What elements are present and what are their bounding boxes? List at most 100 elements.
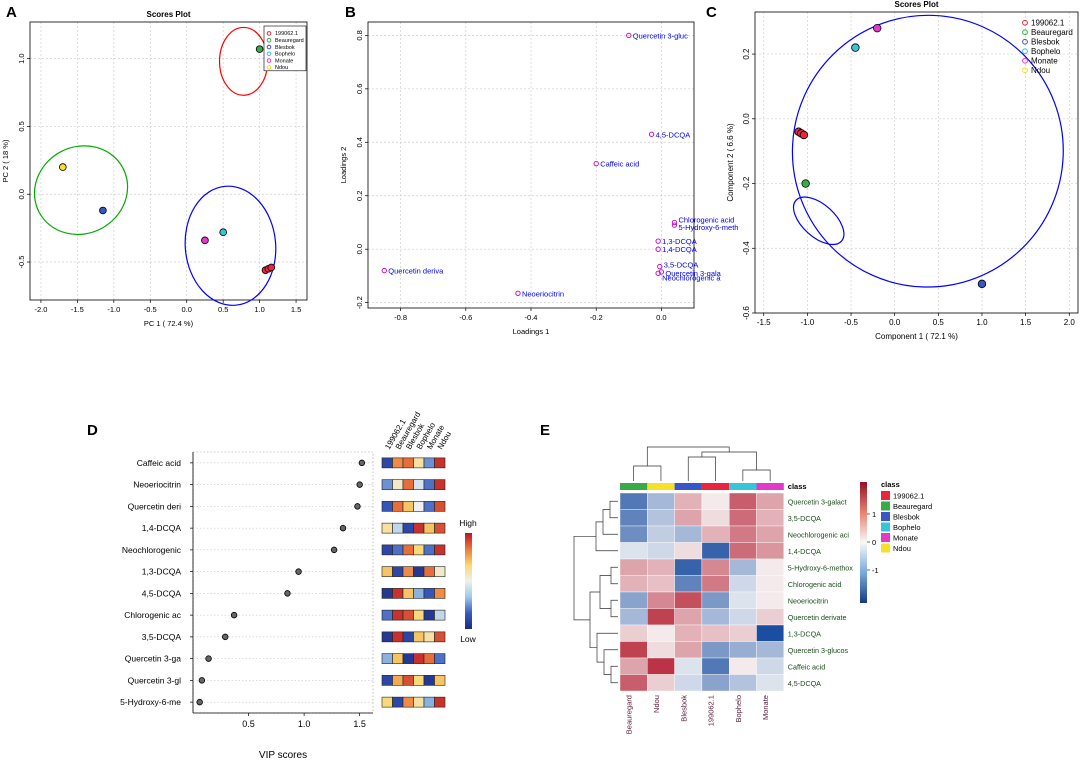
panel-e-column-label: 199062.1 [707,695,716,726]
panel-e-heat-cell [647,624,675,642]
panel-e-heat-cell [619,492,648,510]
panel-e-heat-cell [619,558,648,576]
panel-d-vip-dot [356,481,363,488]
panel-a-legend-marker [266,44,272,50]
panel-a-point [99,206,107,215]
panel-c-y-axis-label: Component 2 ( 6.6 %) [726,123,735,202]
panel-b-loading-label: 5-Hydroxy-6-meth [678,223,738,232]
panel-a-confidence-ellipse [218,26,269,96]
panel-d-heat-tile [402,675,414,686]
panel-c-legend-label: Bophelo [1031,47,1061,56]
panel-d-heat-tile [392,522,404,534]
panel-d-heat-tile [434,653,446,664]
panel-e-legend-swatch [881,522,890,532]
panel-e-heat-cell [729,674,757,692]
panel-e-legend-label: 199062.1 [893,492,924,501]
panel-e-heat-cell [729,657,757,675]
panel-a-legend-marker [266,31,272,36]
panel-d-heat-tile [434,588,446,599]
panel-a-legend-marker [266,65,272,70]
panel-e-row-dendrogram [610,566,618,585]
panel-b-loading-label: 1,3-DCQA [662,237,697,246]
panel-a-ytick-label: 1.0 [17,53,26,63]
panel-b-xtick-label: -0.2 [590,313,603,322]
panel-d-heat-tile [381,501,393,512]
panel-e-colorbar-tick-label: 1 [872,510,876,519]
panel-c-legend-label: Monate [1031,56,1058,65]
panel-b-plot: -0.8 -0.6 -0.4 -0.2 0.0 -0.2 0.0 0.2 0.4 0.6 0.8 Lo… [339,21,738,336]
panel-e-heat-cell [701,608,730,626]
panel-c-frame [754,11,1079,314]
panel-e-class-cell [620,483,648,490]
panel-e-heat-cell [619,608,648,626]
panel-e-heat-cell [674,575,703,593]
panel-d-heat-tile [423,522,435,534]
panel-b-loading-label: 1,4-DCQA [662,245,697,254]
panel-e-legend-swatch [881,533,890,542]
panel-e-heat-cell [729,542,757,560]
panel-e-legend-swatch [881,491,890,500]
panel-d-heat-tile [402,631,414,643]
panel-d-x-axis-label: VIP scores [259,750,307,761]
panel-d-feature-label: Neoeriocitrin [133,480,181,490]
panel-d-feature-label: 1,4-DCQA [142,523,182,533]
panel-c-legend-label: Beauregard [1031,28,1073,37]
panel-e-heat-cell [756,674,784,692]
panel-d-heat-tile [381,522,393,534]
panel-d-heat-tile [392,675,404,686]
panel-e-heat-cell [647,575,675,593]
panel-e-heat-cell [701,641,730,659]
panel-e-legend-label: Blesbok [893,513,920,522]
panel-e-legend-swatch [881,543,890,553]
panel-b-loading-label: Quercetin 3-gala [665,269,721,278]
panel-a-plot: Scores Plot -2.0 -1.5 -1.0 -0.5 0.0 0.5 1.0 1.5 -… [1,10,308,328]
panel-d-colorbar-low-label: Low [460,634,476,644]
panel-e-heat-cell [619,525,648,543]
panel-d-heat-tile [381,566,393,577]
panel-c-ytick-label: 0.0 [742,113,751,125]
panel-e-row-dendrogram [595,521,618,552]
panel-e-heat-cell [647,542,675,560]
panel-e-row-dendrogram [589,591,600,649]
panel-c-plot: Scores Plot -1.5 -1.0 -0.5 0.0 0.5 1.0 1.5 2.0 -0… [726,0,1079,341]
panel-e-heat-cell [674,558,703,576]
panel-e-row-label: 1,3-DCQA [788,629,821,638]
panel-a-xtick-label: 1.5 [291,305,301,314]
panel-d-heat-tile [402,696,414,708]
panel-d-heat-tile [413,479,425,490]
panel-d-feature-label: 1,3-DCQA [142,567,182,577]
panel-d-heat-tile [413,566,425,577]
panel-d-feature-label: Quercetin 3-ga [125,654,181,664]
panel-a-point [219,228,227,236]
panel-e-heat-cell [674,542,703,560]
panel-e-heat-cell [674,591,703,609]
panel-d-vip-dot [354,503,361,510]
panel-e-heat-cell [619,575,648,593]
panel-c-xtick-label: -1.0 [800,318,814,327]
panel-d-heat-tile [402,501,414,512]
panel-label-b: B [345,4,356,21]
panel-d-feature-label: Quercetin deri [128,501,181,511]
panel-b-loading-point [626,32,632,39]
panel-d-heat-tile [392,566,404,577]
panel-a-point [59,163,67,171]
panel-c-ytick-label: 0.2 [742,48,751,60]
panel-e-legend-swatch [881,512,890,521]
panel-e-row-label: Quercetin derivate [788,613,847,622]
panel-b-loading-point [657,263,663,270]
panel-b-x-axis-label: Loadings 1 [513,327,550,336]
panel-e-heat-cell [729,558,757,576]
panel-e-colorbar [860,482,867,603]
panel-e-legend-swatch [881,501,890,511]
panel-d-heat-tile [434,675,446,686]
panel-e-row-dendrogram [602,509,618,535]
panel-d-heat-tile [402,653,414,664]
panel-e-heat-cell [647,674,675,692]
panel-b-loading-point [671,219,678,226]
panel-e-heat-cell [647,492,675,510]
panel-a-xtick-label: -1.5 [71,305,84,314]
panel-e-heat-cell [729,509,757,527]
panel-e-heat-cell [756,558,784,576]
panel-b-loading-point [671,222,678,228]
panel-a-legend-marker [266,58,272,63]
